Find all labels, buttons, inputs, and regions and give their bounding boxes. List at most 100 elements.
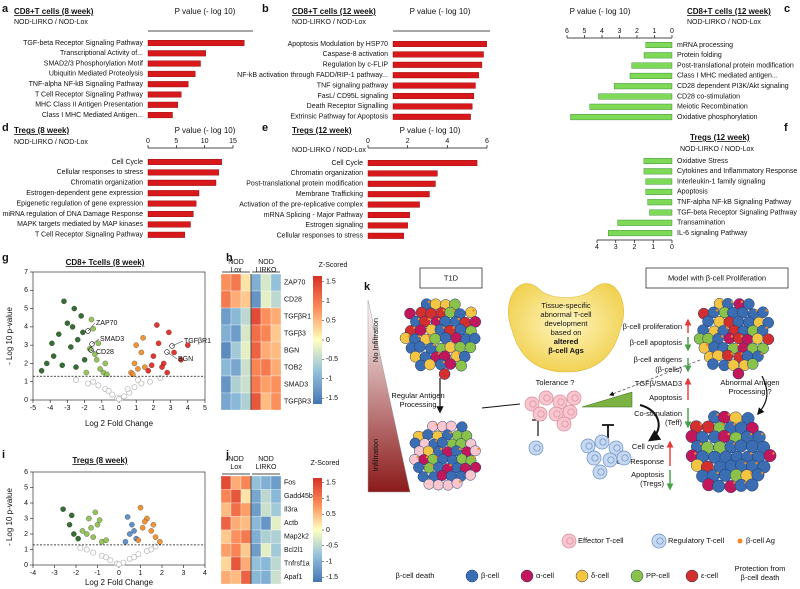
x-axis-label: P value (- log 10) (400, 126, 461, 135)
antigen (440, 447, 443, 451)
point (50, 353, 57, 359)
heatmap-cell (240, 475, 252, 490)
point (86, 515, 92, 522)
y-tick-label: 0 (24, 562, 28, 569)
chart-title: Tregs (12 week) (292, 126, 352, 135)
heatmap-cell (230, 290, 242, 309)
pancreas-text: β-cell Ags (548, 346, 584, 355)
islet-cell (734, 439, 748, 453)
row-label: Il3ra (284, 507, 298, 514)
heatmap-cell (250, 307, 262, 326)
point (105, 387, 112, 394)
point (138, 349, 145, 356)
point (95, 382, 102, 389)
colorbar-tick-label: -1 (326, 376, 332, 383)
x-tick-label: 1 (139, 570, 143, 577)
x-tick-label: 2 (635, 28, 639, 35)
row-label: Apaf1 (284, 574, 302, 581)
point (73, 376, 79, 383)
x-tick-label: 3 (169, 405, 173, 412)
chart-subtitle: NOD-LIRKO / NOD-Lox (292, 147, 366, 154)
bar (367, 222, 408, 229)
point (131, 554, 137, 561)
point (85, 380, 91, 387)
right-path-label: Processing ? (728, 387, 771, 396)
t-cell-nucleus (543, 394, 551, 402)
antigen (749, 452, 753, 455)
heatmap-cell (250, 273, 262, 292)
y-tick-label: 1 (24, 546, 28, 553)
islet-cell (450, 445, 462, 457)
islet-cell (413, 462, 425, 473)
column-group-label: NOD (228, 259, 244, 266)
category-label: Cell Cycle (331, 160, 363, 167)
antigen (733, 481, 736, 484)
point (185, 342, 191, 348)
point (60, 506, 66, 512)
category-label: Cellular responses to stress (277, 233, 364, 240)
antigen (706, 343, 709, 347)
t-cell (586, 450, 602, 466)
islet-cell (414, 341, 426, 353)
point (95, 340, 102, 347)
bar (645, 188, 673, 195)
category-label: Cell Cycle (111, 159, 143, 166)
x-tick-label: -1 (99, 405, 105, 412)
heatmap-cell (220, 543, 232, 558)
x-tick-label: 4 (445, 138, 449, 145)
islet-cell (743, 298, 755, 310)
x-tick-label: -4 (47, 405, 53, 412)
heatmap-cell (230, 529, 242, 544)
islet-cell (422, 445, 434, 457)
islet-cell (456, 421, 468, 433)
point (97, 366, 103, 372)
bar (392, 113, 471, 120)
islet-cell (424, 358, 436, 371)
heatmap-cell (220, 529, 232, 544)
x-tick-label: 1 (653, 28, 657, 35)
t-cell (616, 450, 632, 466)
islet-cell (429, 333, 441, 345)
colorbar-tick-label: -0.5 (326, 543, 338, 550)
beta-effect: β-cell antigens (633, 355, 682, 364)
point (152, 534, 159, 540)
antigen (699, 423, 703, 426)
colorbar-title: Z-Scored (311, 460, 340, 467)
y-tick-label: 7 (24, 269, 28, 276)
y-tick-label: 1 (24, 379, 28, 386)
y-tick-label: 0 (24, 397, 28, 404)
point (71, 531, 77, 537)
heatmap-cell (230, 341, 242, 360)
antigen (765, 309, 768, 312)
teff-effect: TGFβ/SMAD3 (635, 379, 682, 388)
point (148, 528, 154, 534)
heatmap-cell (240, 529, 252, 544)
x-tick-label: 2 (151, 405, 155, 412)
chart-title: Tregs (8 week) (72, 456, 127, 465)
point (69, 324, 76, 330)
annotated-point (88, 347, 94, 353)
point (122, 539, 129, 545)
point (83, 546, 90, 553)
heatmap-cell (260, 358, 272, 377)
point (104, 371, 110, 378)
point (90, 549, 97, 556)
heatmap-cell (230, 502, 242, 517)
islet-cell (712, 479, 726, 493)
left-path-label: Processing (399, 400, 436, 409)
right-title: Model with β-cell Proliferation (668, 273, 766, 282)
bar (367, 191, 430, 198)
legend-label: PP-cell (646, 571, 670, 580)
antigen (765, 326, 768, 329)
column-group-label: Lox (230, 267, 242, 274)
antigen (749, 432, 753, 436)
heatmap-cell (270, 570, 282, 585)
t-cell-nucleus (553, 410, 561, 418)
x-tick-label: 5 (203, 405, 207, 412)
bar (392, 61, 483, 68)
bar (647, 199, 673, 206)
teff-effect: Apoptosis (649, 393, 682, 402)
bar (147, 221, 191, 228)
heatmap-cell (270, 556, 282, 571)
heatmap-cell (260, 290, 272, 309)
